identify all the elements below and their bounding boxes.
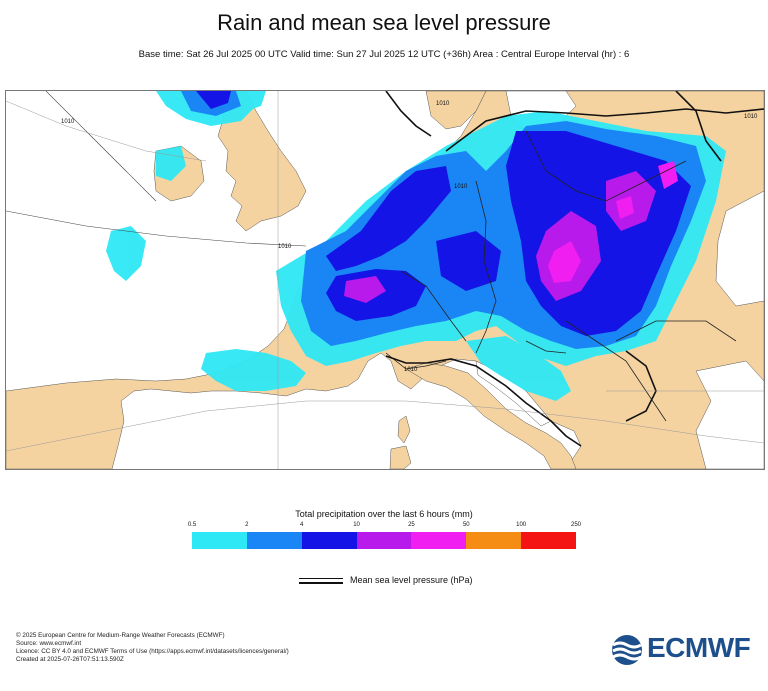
colorbar-segment (411, 532, 467, 549)
precip-very-heavy (344, 161, 678, 303)
legend-ticks: 0.5 2 4 10 25 50 100 250 (188, 522, 581, 532)
footer-line: © 2025 European Centre for Medium-Range … (16, 632, 225, 639)
legend-title: Total precipitation over the last 6 hour… (295, 509, 473, 519)
chart-subtitle: Base time: Sat 26 Jul 2025 00 UTC Valid … (138, 49, 630, 60)
colorbar-tick-label: 50 (462, 522, 470, 528)
colorbar-segment (466, 532, 522, 549)
isobar-label: 1010 (436, 101, 450, 107)
isobars (385, 91, 764, 447)
land-italy (405, 362, 577, 469)
colorbar-segment (301, 532, 357, 549)
mslp-legend-label: Mean sea level pressure (hPa) (350, 575, 473, 585)
isobar-label: 1010 (404, 367, 418, 373)
sea-cutouts (475, 91, 764, 469)
land-great-britain (217, 91, 307, 232)
colorbar-tick-label: 100 (516, 522, 527, 528)
isobar-label: 1010 (61, 119, 75, 125)
footer-line: Source: www.ecmwf.int (16, 640, 82, 647)
colorbar-tick-label: 25 (408, 522, 415, 528)
country-borders (385, 130, 737, 422)
mslp-legend-lines (299, 577, 343, 586)
sea-black (715, 190, 764, 307)
land-scandinavia (425, 91, 487, 130)
land-sardinia (389, 445, 412, 469)
colorbar-tick-label: 250 (570, 522, 582, 528)
colorbar-tick-label: 10 (353, 522, 360, 528)
colorbar-tick-label: 0.5 (187, 522, 197, 528)
colorbar-segment (192, 532, 247, 549)
graticule (6, 91, 764, 469)
legend-colorbar (192, 532, 577, 549)
isobar-label: 1010 (454, 184, 468, 190)
isobar-label-group: 1010 1010 1010 1010 1010 1010 (61, 101, 758, 373)
isobar-label: 1010 (278, 244, 292, 250)
colorbar-tick-label: 2 (245, 522, 249, 528)
footer-line: Created at 2025-07-26T07:51:13.590Z (16, 656, 124, 663)
isobars-thin (6, 91, 307, 247)
ecmwf-logo: ECMWF (610, 631, 760, 667)
ecmwf-logo-mark-icon (612, 635, 642, 665)
map-svg: 1010 1010 1010 1010 1010 1010 (6, 91, 764, 469)
chart-title: Rain and mean sea level pressure (217, 10, 551, 35)
footer-credits: © 2025 European Centre for Medium-Range … (16, 632, 289, 664)
colorbar-segment (246, 532, 302, 549)
land-corsica (397, 415, 411, 444)
map-panel[interactable]: 1010 1010 1010 1010 1010 1010 (5, 90, 765, 470)
sea-aegean (695, 360, 764, 469)
colorbar-segment (521, 532, 577, 549)
isobar-label: 1010 (744, 114, 758, 120)
mslp-legend: Mean sea level pressure (hPa) (299, 575, 519, 589)
colorbar-segment (356, 532, 412, 549)
colorbar-tick-label: 4 (300, 522, 304, 528)
footer-line: Licence: CC BY 4.0 and ECMWF Terms of Us… (16, 648, 289, 655)
ecmwf-logo-text: ECMWF (647, 632, 751, 663)
